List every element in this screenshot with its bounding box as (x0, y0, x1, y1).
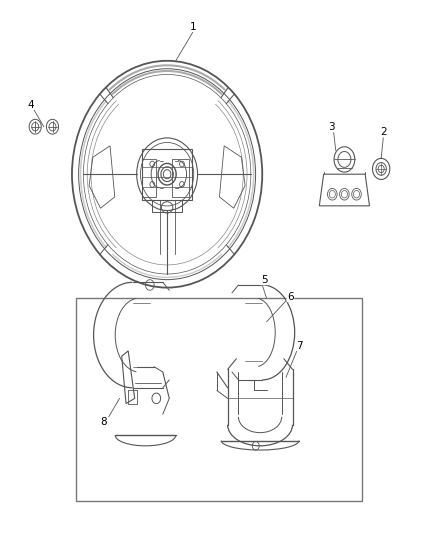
Bar (142, 159, 156, 197)
Text: 4: 4 (28, 100, 34, 110)
Bar (172, 159, 189, 197)
Text: 6: 6 (287, 292, 293, 302)
Bar (142, 149, 192, 200)
Bar (76, 298, 362, 501)
Text: 2: 2 (380, 127, 387, 137)
Text: 8: 8 (100, 417, 106, 427)
Text: 5: 5 (261, 274, 268, 285)
Text: 3: 3 (328, 122, 335, 132)
Text: 1: 1 (190, 21, 196, 31)
Text: 7: 7 (297, 341, 303, 351)
